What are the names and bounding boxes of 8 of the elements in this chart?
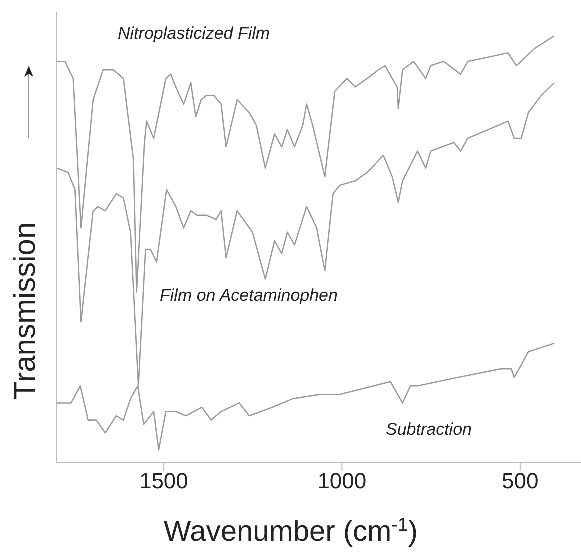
- x-axis-title: Wavenumber (cm$^{-1}$): [164, 514, 418, 548]
- x-tick-label: 500: [502, 468, 539, 494]
- series-label: Subtraction: [386, 420, 472, 440]
- series-label: Nitroplasticized Film: [118, 24, 270, 44]
- y-axis-title: Transmission: [9, 222, 43, 400]
- series-label: Film on Acetaminophen: [160, 286, 338, 306]
- x-tick-label: 1000: [318, 468, 367, 494]
- x-tick-label: 1500: [139, 468, 188, 494]
